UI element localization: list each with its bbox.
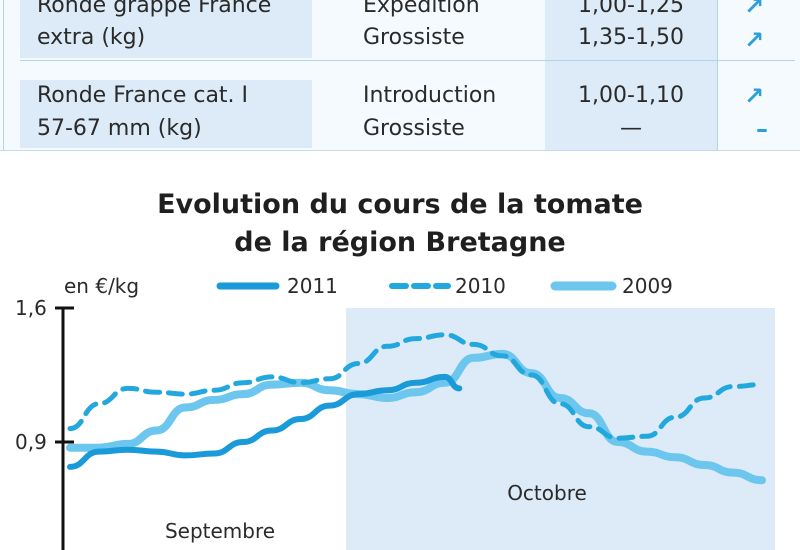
legend-label-2011: 2011 [287,274,338,298]
price-column-band [545,0,717,150]
row-1-stage-line-1: Expédition [363,0,480,18]
month-label-octobre: Octobre [507,481,587,505]
series-line-2009 [66,349,766,485]
row-1-stage-line-2: Grossiste [363,25,465,50]
row-1-product-band [20,0,312,58]
trend-up-icon: ↗ [744,0,765,20]
y-axis-unit-label: en €/kg [64,274,139,298]
series-line-2010 [67,332,765,441]
month-label-septembre: Septembre [165,519,275,543]
legend-label-2010: 2010 [455,274,506,298]
row-2-product-line-2: 57-67 mm (kg) [37,116,202,141]
row-2-stage-line-1: Introduction [363,83,497,108]
row-1-price-line-1: 1,00-1,25 [578,0,684,18]
trend-flat-icon: – [756,115,768,143]
row-2-product-band [20,80,312,148]
price-chart: Evolution du cours de la tomate de la ré… [15,189,775,550]
y-tick-label-1-6: 1,6 [15,296,47,320]
row-2-price-line-1: 1,00-1,10 [578,83,684,108]
table-price-divider [717,0,718,150]
trend-up-icon: ↗ [744,82,765,110]
row-2-stage-line-2: Grossiste [363,116,465,141]
trend-up-icon: ↗ [744,26,765,54]
octobre-band [346,308,775,550]
chart-title-line-1: Evolution du cours de la tomate [157,189,643,220]
row-1-product-line-2: extra (kg) [37,25,146,50]
row-2-price-line-2: — [620,116,642,141]
table-left-border [3,0,4,150]
legend: 2011 2010 2009 [216,274,673,298]
legend-label-2009: 2009 [622,274,673,298]
y-tick-label-0-9: 0,9 [15,430,47,454]
row-separator [20,60,795,61]
row-1-product-line-1: Ronde grappe France [37,0,272,18]
chart-title-line-2: de la région Bretagne [234,227,566,258]
price-table: Ronde grappe France extra (kg) Expéditio… [0,0,800,151]
row-2-product-line-1: Ronde France cat. I [37,83,249,108]
row-1-price-line-2: 1,35-1,50 [578,25,684,50]
series-line-2011 [67,373,463,470]
series-layer [66,332,766,485]
